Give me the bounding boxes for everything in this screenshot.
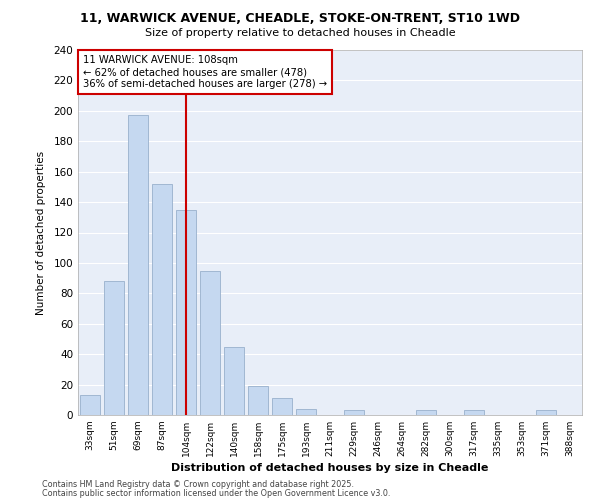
Bar [248, 386, 268, 415]
Bar [224, 346, 244, 415]
Bar [104, 281, 124, 415]
Bar [128, 116, 148, 415]
Bar [416, 410, 436, 415]
X-axis label: Distribution of detached houses by size in Cheadle: Distribution of detached houses by size … [172, 463, 488, 473]
Bar [272, 398, 292, 415]
Text: Contains HM Land Registry data © Crown copyright and database right 2025.: Contains HM Land Registry data © Crown c… [42, 480, 354, 489]
Bar [296, 409, 316, 415]
Text: 11, WARWICK AVENUE, CHEADLE, STOKE-ON-TRENT, ST10 1WD: 11, WARWICK AVENUE, CHEADLE, STOKE-ON-TR… [80, 12, 520, 26]
Bar [464, 410, 484, 415]
Text: Contains public sector information licensed under the Open Government Licence v3: Contains public sector information licen… [42, 488, 391, 498]
Text: Size of property relative to detached houses in Cheadle: Size of property relative to detached ho… [145, 28, 455, 38]
Bar [176, 210, 196, 415]
Text: 11 WARWICK AVENUE: 108sqm
← 62% of detached houses are smaller (478)
36% of semi: 11 WARWICK AVENUE: 108sqm ← 62% of detac… [83, 56, 327, 88]
Bar [536, 410, 556, 415]
Y-axis label: Number of detached properties: Number of detached properties [37, 150, 46, 314]
Bar [344, 410, 364, 415]
Bar [152, 184, 172, 415]
Bar [80, 395, 100, 415]
Bar [200, 270, 220, 415]
